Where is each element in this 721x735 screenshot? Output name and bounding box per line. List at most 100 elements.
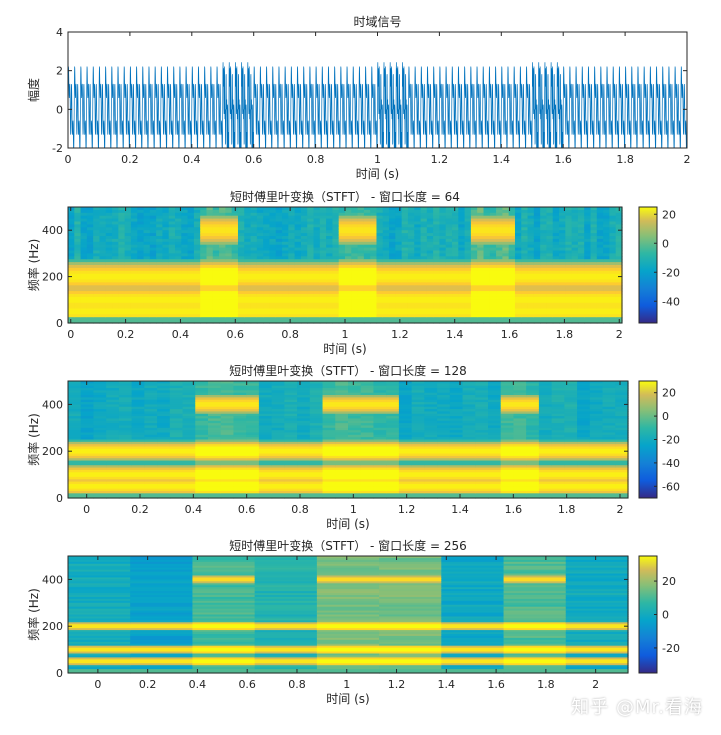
- spectrogram-cell: [124, 299, 132, 304]
- spectrogram-cell: [386, 381, 400, 384]
- spectrogram-cell: [395, 276, 403, 281]
- spectrogram-cell: [244, 302, 252, 307]
- spectrogram-cell: [590, 247, 598, 252]
- spectrogram-cell: [297, 469, 311, 473]
- spectrogram-cell: [68, 441, 82, 445]
- spectrogram-cell: [322, 432, 336, 436]
- spectrogram-cell: [348, 383, 362, 387]
- spectrogram-cell: [363, 302, 371, 307]
- spectrogram-cell: [464, 212, 472, 217]
- spectrogram-cell: [169, 460, 184, 464]
- spectrogram-cell: [439, 320, 447, 324]
- plot-title: 时域信号: [353, 15, 401, 29]
- spectrogram-cell: [552, 227, 560, 231]
- spectrogram-cell: [131, 476, 145, 480]
- spectrogram-cell: [319, 267, 327, 272]
- spectrogram-cell: [445, 270, 453, 275]
- spectrogram-cell: [74, 233, 82, 237]
- x-tick-label: 1.2: [391, 328, 409, 341]
- spectrogram-cell: [300, 259, 308, 263]
- spectrogram-cell: [464, 207, 472, 211]
- spectrogram-cell: [233, 465, 247, 469]
- spectrogram-cell: [496, 224, 503, 228]
- x-tick-label: 1: [374, 153, 381, 166]
- spectrogram-cell: [162, 282, 170, 286]
- spectrogram-cell: [225, 233, 233, 237]
- spectrogram-cell: [143, 241, 151, 246]
- spectrogram-cell: [118, 392, 133, 396]
- spectrogram-cell: [508, 308, 516, 312]
- spectrogram-cell: [603, 262, 611, 266]
- spectrogram-cell: [414, 215, 422, 220]
- spectrogram-cell: [521, 267, 529, 272]
- spectrogram-cell: [370, 320, 378, 324]
- spectrogram-cell: [275, 250, 283, 254]
- spectrogram-cell: [131, 434, 145, 438]
- spectrogram-cell: [208, 427, 222, 431]
- spectrogram-cell: [376, 299, 384, 304]
- spectrogram-cell: [348, 432, 362, 436]
- spectrogram-cell: [357, 230, 365, 234]
- spectrogram-cell: [514, 233, 522, 237]
- spectrogram-cell: [118, 481, 133, 485]
- spectrogram-cell: [162, 279, 170, 283]
- spectrogram-cell: [445, 244, 453, 249]
- spectrogram-cell: [414, 308, 422, 312]
- spectrogram-cell: [546, 314, 554, 318]
- spectrogram-cell: [80, 465, 95, 469]
- spectrogram-cell: [477, 262, 485, 266]
- spectrogram-cell: [414, 273, 422, 278]
- spectrogram-cell: [144, 453, 158, 457]
- spectrogram-cell: [187, 296, 195, 301]
- spectrogram-cell: [382, 236, 390, 240]
- spectrogram-cell: [373, 476, 387, 480]
- spectrogram-cell: [162, 218, 170, 223]
- spectrogram-cell: [389, 256, 396, 260]
- spectrogram-cell: [93, 423, 107, 427]
- spectrogram-cell: [496, 305, 503, 310]
- spectrogram-cell: [433, 207, 441, 211]
- spectrogram-cell: [533, 209, 541, 214]
- spectrogram-cell: [195, 381, 209, 384]
- spectrogram-cell: [332, 270, 340, 275]
- spectrogram-cell: [603, 259, 611, 263]
- spectrogram-cell: [144, 493, 158, 497]
- spectrogram-cell: [112, 247, 119, 252]
- spectrogram-cell: [219, 209, 226, 214]
- spectrogram-cell: [195, 395, 209, 398]
- spectrogram-cell: [389, 215, 396, 220]
- spectrogram-cell: [470, 265, 478, 269]
- spectrogram-cell: [246, 474, 260, 478]
- spectrogram-cell: [382, 207, 390, 211]
- spectrogram-cell: [433, 244, 441, 249]
- spectrogram-cell: [144, 474, 158, 478]
- spectrogram-cell: [187, 317, 195, 321]
- spectrogram-cell: [395, 273, 403, 278]
- spectrogram-cell: [297, 406, 311, 410]
- spectrogram-cell: [313, 311, 321, 315]
- spectrogram-cell: [269, 247, 277, 252]
- spectrogram-cell: [433, 291, 441, 295]
- spectrogram-cell: [351, 236, 359, 240]
- spectrogram-cell: [508, 305, 516, 310]
- spectrogram-cell: [168, 270, 176, 275]
- spectrogram-cell: [137, 296, 145, 301]
- spectrogram-cell: [559, 212, 566, 217]
- spectrogram-cell: [382, 282, 390, 286]
- spectrogram-cell: [533, 270, 541, 275]
- spectrogram-cell: [521, 317, 529, 321]
- spectrogram-cell: [294, 224, 302, 228]
- spectrogram-cell: [182, 404, 196, 408]
- spectrogram-cell: [370, 221, 378, 225]
- spectrogram-cell: [496, 215, 503, 220]
- spectrogram-cell: [603, 305, 611, 310]
- spectrogram-cell: [533, 285, 541, 289]
- spectrogram-cell: [68, 427, 82, 431]
- spectrogram-cell: [300, 250, 308, 254]
- spectrogram-cell: [219, 238, 226, 243]
- spectrogram-cell: [348, 388, 362, 391]
- spectrogram-cell: [149, 215, 157, 220]
- spectrogram-cell: [502, 276, 510, 281]
- spectrogram-cell: [131, 488, 145, 492]
- x-tick-label: 0.6: [245, 153, 263, 166]
